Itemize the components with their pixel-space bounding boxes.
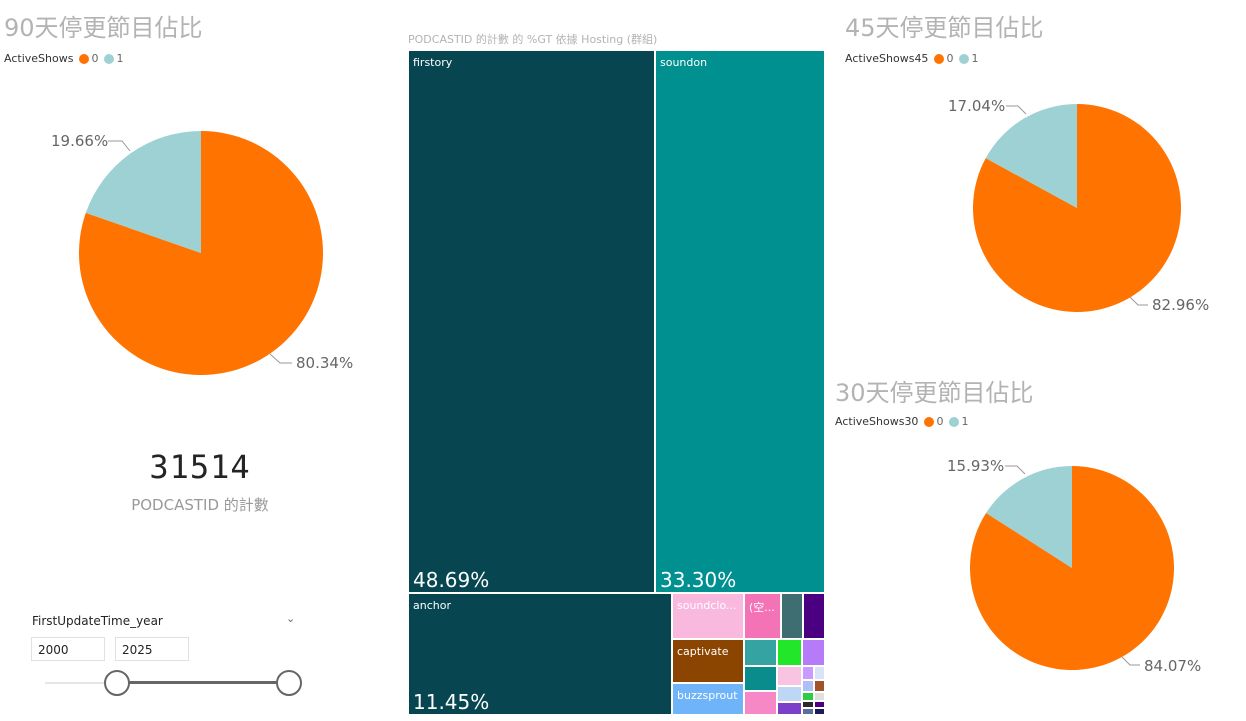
- treemap-cell-small[interactable]: [814, 708, 825, 715]
- treemap-cell-small[interactable]: [802, 639, 825, 666]
- treemap-cell-soundcloud[interactable]: soundclo...: [672, 593, 744, 639]
- legend-dot-0: [924, 416, 935, 427]
- pie90-leader-lines: [108, 140, 292, 364]
- pie90-label-inactive: 80.34%: [296, 354, 354, 372]
- treemap-title: PODCASTID 的計數 的 %GT 依據 Hosting (群組): [408, 33, 658, 46]
- pie90-label-active: 19.66%: [51, 132, 109, 150]
- treemap-cell-soundon[interactable]: soundon 33.30%: [655, 50, 825, 593]
- treemap-percent: 33.30%: [660, 568, 737, 592]
- pie30-leader-lines: [1005, 465, 1140, 666]
- treemap-cell-empty[interactable]: (空...: [744, 593, 781, 639]
- legend-item-1: 1: [971, 52, 979, 65]
- treemap-label: soundclo...: [677, 599, 737, 612]
- pie90-legend: ActiveShows 0 1: [4, 52, 123, 65]
- treemap-label: buzzsprout: [677, 689, 738, 702]
- legend-item-1: 1: [961, 415, 969, 428]
- treemap-cell-small[interactable]: [777, 639, 802, 666]
- slicer-title: FirstUpdateTime_year: [32, 614, 163, 628]
- treemap-cell-small[interactable]: [777, 686, 802, 702]
- pie45-leader-lines: [1006, 105, 1148, 306]
- treemap-cell-small[interactable]: [777, 702, 802, 715]
- pie-slice-0[interactable]: [78, 131, 323, 375]
- treemap-label: soundon: [660, 56, 708, 69]
- treemap-cell-small[interactable]: [802, 680, 814, 692]
- pie30-label-active: 15.93%: [947, 457, 1005, 475]
- legend-dot-1: [949, 416, 960, 427]
- treemap-cell-captivate[interactable]: captivate: [672, 639, 744, 683]
- legend-dot-0: [79, 53, 90, 64]
- treemap-cell-small[interactable]: [802, 708, 814, 715]
- pie45-chart[interactable]: [972, 103, 1182, 313]
- legend-item-0: 0: [91, 52, 99, 65]
- pie-slice-1[interactable]: [986, 466, 1072, 568]
- pie-slice-1[interactable]: [85, 131, 201, 253]
- treemap-label: (空...: [749, 601, 775, 614]
- chevron-down-icon[interactable]: ⌄: [286, 612, 296, 625]
- treemap-label: anchor: [413, 599, 451, 612]
- treemap-cell-small[interactable]: [744, 666, 777, 691]
- legend-dot-1: [959, 53, 970, 64]
- legend-title: ActiveShows45: [845, 52, 929, 65]
- pie45-label-active: 17.04%: [948, 97, 1006, 115]
- legend-item-0: 0: [946, 52, 954, 65]
- pie-slice-1[interactable]: [985, 104, 1077, 208]
- legend-item-0: 0: [936, 415, 944, 428]
- treemap-cell-small[interactable]: [802, 692, 814, 701]
- card-label: PODCASTID 的計數: [131, 496, 269, 514]
- treemap-cell-small[interactable]: [803, 593, 825, 639]
- pie45-title: 45天停更節目佔比: [845, 14, 1044, 42]
- treemap-cell-buzzsprout[interactable]: buzzsprout: [672, 683, 744, 715]
- pie30-legend: ActiveShows30 0 1: [835, 415, 968, 428]
- treemap-cell-small[interactable]: [814, 666, 825, 680]
- treemap-cell-anchor[interactable]: anchor 11.45%: [408, 593, 672, 715]
- treemap-cell-firstory[interactable]: firstory 48.69%: [408, 50, 655, 593]
- treemap-percent: 48.69%: [413, 568, 490, 592]
- year-from-input[interactable]: 2000: [31, 637, 105, 661]
- legend-item-1: 1: [116, 52, 124, 65]
- treemap-cell-small[interactable]: [781, 593, 803, 639]
- treemap-cell-small[interactable]: [802, 666, 814, 680]
- treemap-percent: 11.45%: [413, 690, 490, 714]
- pie45-legend: ActiveShows45 0 1: [845, 52, 978, 65]
- treemap-cell-small[interactable]: [744, 639, 777, 666]
- slider-range-fill: [116, 681, 288, 684]
- treemap-cell-small[interactable]: [814, 680, 825, 692]
- pie30-label-inactive: 84.07%: [1144, 657, 1202, 675]
- pie90-title: 90天停更節目佔比: [4, 14, 203, 42]
- year-to-input[interactable]: 2025: [115, 637, 189, 661]
- treemap-label: firstory: [413, 56, 453, 69]
- pie45-label-inactive: 82.96%: [1152, 296, 1210, 314]
- treemap-cell-small[interactable]: [814, 701, 825, 708]
- legend-title: ActiveShows30: [835, 415, 919, 428]
- pie90-chart[interactable]: [78, 130, 324, 376]
- treemap[interactable]: firstory 48.69% soundon 33.30% anchor 11…: [408, 50, 825, 715]
- treemap-cell-small[interactable]: [744, 691, 777, 715]
- slider-handle-end[interactable]: [276, 670, 302, 696]
- pie30-chart[interactable]: [969, 465, 1175, 671]
- pie30-title: 30天停更節目佔比: [835, 379, 1034, 407]
- card-value: 31514: [149, 448, 251, 486]
- legend-dot-1: [104, 53, 115, 64]
- legend-dot-0: [934, 53, 945, 64]
- treemap-cell-small[interactable]: [802, 701, 814, 708]
- treemap-cell-small[interactable]: [777, 666, 802, 686]
- slider-handle-start[interactable]: [104, 670, 130, 696]
- legend-title: ActiveShows: [4, 52, 74, 65]
- treemap-label: captivate: [677, 645, 729, 658]
- treemap-cell-small[interactable]: [814, 692, 825, 701]
